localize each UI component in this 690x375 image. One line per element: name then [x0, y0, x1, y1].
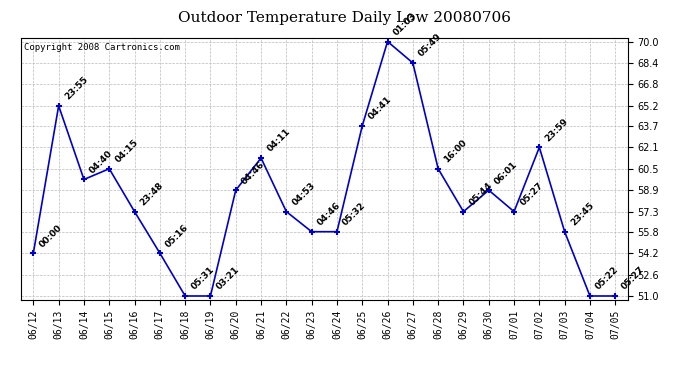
Text: 23:55: 23:55 [63, 75, 90, 102]
Text: 00:00: 00:00 [37, 223, 63, 249]
Text: 05:27: 05:27 [620, 265, 646, 292]
Text: 04:46: 04:46 [240, 159, 266, 186]
Text: 05:31: 05:31 [189, 265, 216, 292]
Text: 16:00: 16:00 [442, 138, 469, 165]
Text: 04:46: 04:46 [316, 201, 342, 228]
Text: 05:27: 05:27 [518, 181, 545, 207]
Text: 06:01: 06:01 [493, 160, 520, 186]
Text: 04:11: 04:11 [265, 127, 292, 154]
Text: 23:59: 23:59 [544, 117, 570, 143]
Text: 05:49: 05:49 [417, 32, 444, 59]
Text: 03:21: 03:21 [215, 265, 241, 292]
Text: 05:32: 05:32 [341, 201, 368, 228]
Text: 04:41: 04:41 [366, 95, 393, 122]
Text: 04:40: 04:40 [88, 149, 115, 175]
Text: 04:15: 04:15 [113, 138, 140, 165]
Text: 05:22: 05:22 [594, 265, 620, 292]
Text: 23:45: 23:45 [569, 201, 595, 228]
Text: 23:48: 23:48 [139, 181, 166, 207]
Text: Outdoor Temperature Daily Low 20080706: Outdoor Temperature Daily Low 20080706 [179, 11, 511, 25]
Text: 01:03: 01:03 [392, 11, 418, 38]
Text: 05:16: 05:16 [164, 222, 190, 249]
Text: 05:44: 05:44 [468, 181, 494, 207]
Text: 04:53: 04:53 [290, 181, 317, 207]
Text: Copyright 2008 Cartronics.com: Copyright 2008 Cartronics.com [23, 43, 179, 52]
